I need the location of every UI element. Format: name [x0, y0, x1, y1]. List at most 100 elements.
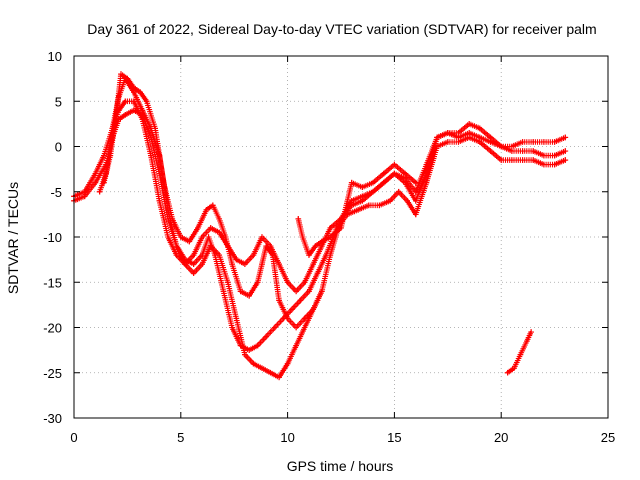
data-point	[81, 193, 88, 200]
data-point	[541, 139, 547, 145]
data-point	[216, 252, 223, 258]
data-point	[267, 369, 274, 376]
data-point	[310, 306, 317, 313]
data-point	[380, 170, 387, 177]
data-point	[477, 125, 483, 132]
data-point	[511, 365, 517, 372]
data-point	[395, 188, 402, 195]
data-point	[289, 306, 295, 313]
chart-title: Day 361 of 2022, Sidereal Day-to-day VTE…	[87, 21, 596, 37]
data-point	[530, 139, 537, 145]
data-point	[551, 139, 558, 145]
data-point	[186, 238, 193, 245]
data-point	[263, 243, 270, 249]
data-point	[365, 202, 372, 209]
data-point	[107, 152, 114, 159]
x-tick-label: 20	[494, 430, 508, 445]
data-point	[524, 338, 530, 344]
data-point	[318, 288, 325, 295]
data-point	[143, 98, 150, 105]
data-point	[551, 161, 558, 168]
data-point	[434, 134, 440, 141]
data-point	[530, 148, 537, 154]
data-point	[203, 207, 210, 213]
data-point	[299, 234, 306, 240]
data-point	[229, 261, 235, 267]
data-point	[562, 157, 569, 163]
data-point	[271, 324, 278, 331]
data-point	[229, 324, 235, 331]
data-point	[152, 125, 158, 132]
data-point	[190, 270, 197, 276]
data-point	[92, 179, 99, 186]
data-point	[504, 369, 511, 376]
data-point	[131, 84, 137, 91]
data-point	[246, 347, 252, 353]
data-point	[466, 134, 472, 141]
data-point	[276, 297, 282, 304]
data-point	[301, 279, 308, 286]
data-point	[205, 234, 212, 240]
data-point	[295, 216, 302, 222]
data-point	[169, 216, 176, 222]
y-tick-label: -20	[43, 321, 62, 336]
data-point	[148, 152, 154, 159]
data-point	[216, 229, 223, 236]
data-point	[391, 170, 398, 177]
data-point	[376, 202, 383, 209]
data-point	[530, 157, 537, 163]
data-point	[445, 130, 451, 136]
data-point	[195, 225, 201, 231]
data-point	[412, 179, 419, 186]
y-tick-label: 0	[55, 140, 62, 155]
data-point	[423, 161, 430, 168]
y-tick-label: -25	[43, 366, 62, 381]
data-point	[293, 288, 299, 295]
data-point	[276, 261, 282, 267]
data-point	[246, 293, 252, 299]
data-point	[455, 139, 462, 145]
data-point	[216, 216, 223, 222]
data-point	[519, 157, 526, 163]
axis-ticks: 0 5 10 15 20 25 10 5 0 -5 -10 -15 -20 -25 -30	[43, 49, 615, 445]
data-point	[293, 324, 299, 331]
data-point	[312, 243, 319, 249]
x-tick-label: 15	[387, 430, 401, 445]
y-tick-label: -10	[43, 230, 62, 245]
data-point	[338, 225, 344, 231]
data-point	[101, 152, 107, 159]
data-point	[250, 252, 257, 258]
data-point	[124, 75, 131, 82]
data-point	[250, 360, 257, 367]
data-point	[509, 148, 515, 154]
data-point	[222, 234, 229, 240]
data-point	[314, 270, 321, 276]
data-point	[412, 211, 419, 218]
data-point	[284, 360, 291, 367]
data-point	[96, 188, 103, 195]
data-point	[165, 234, 171, 240]
data-point	[404, 198, 411, 204]
data-point	[284, 315, 291, 322]
x-tick-label: 25	[601, 430, 615, 445]
data-point	[190, 252, 197, 258]
data-point	[327, 252, 334, 258]
data-point	[224, 279, 231, 286]
data-point	[359, 184, 366, 191]
data-point	[284, 279, 291, 286]
data-point	[263, 333, 270, 340]
data-point	[318, 238, 325, 245]
x-axis-title: GPS time / hours	[287, 458, 394, 474]
data-point	[370, 179, 376, 186]
data-point	[301, 315, 308, 322]
data-point	[455, 130, 462, 136]
y-tick-label: 10	[48, 49, 62, 64]
data-point	[387, 198, 393, 204]
data-point	[207, 225, 214, 231]
y-tick-label: 5	[55, 94, 62, 109]
data-point	[182, 261, 188, 267]
data-point	[423, 179, 430, 186]
data-point	[487, 148, 494, 154]
data-point	[498, 143, 504, 150]
